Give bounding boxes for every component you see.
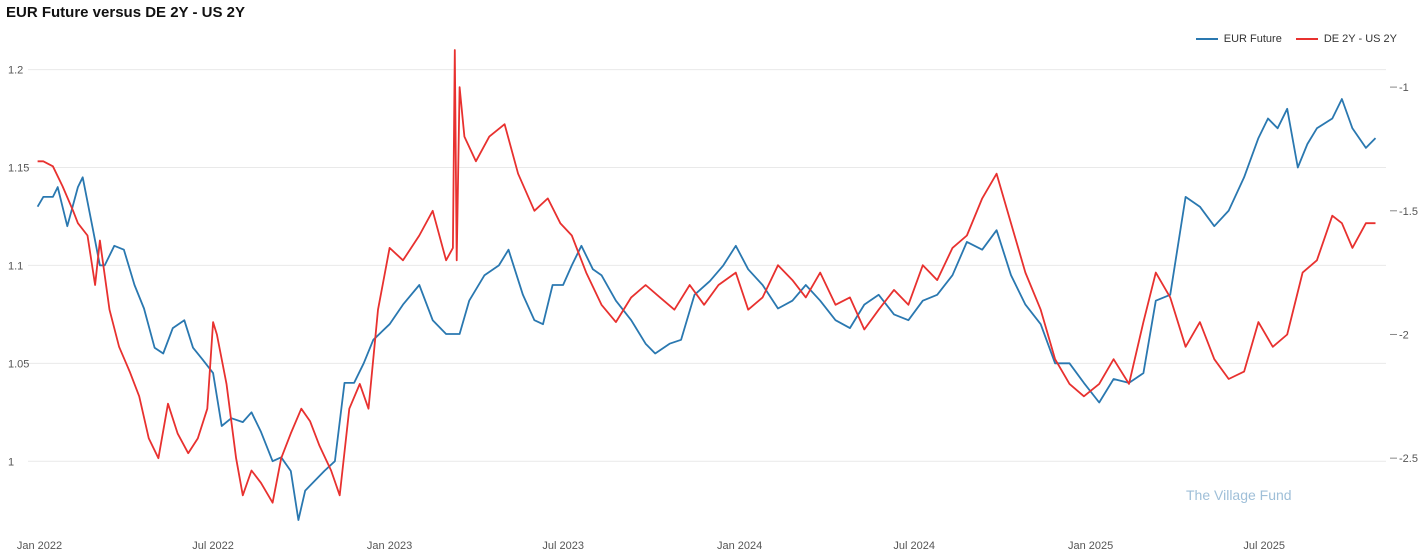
watermark: The Village Fund <box>1186 487 1292 503</box>
left-tick-label: 1.1 <box>8 260 23 272</box>
chart-legend: EUR Future DE 2Y - US 2Y <box>1195 33 1397 45</box>
legend-swatch-de-us-spread <box>1295 38 1318 40</box>
legend-swatch-eur-future <box>1195 38 1218 40</box>
left-axis-ticks: 1 1.05 1.1 1.15 1.2 <box>8 65 29 469</box>
x-tick-label: Jul 2023 <box>542 540 584 552</box>
x-tick-label: Jan 2023 <box>367 540 412 552</box>
x-tick-label: Jan 2024 <box>717 540 762 552</box>
x-axis-ticks: Jan 2022 Jul 2022 Jan 2023 Jul 2023 Jan 2024… <box>17 540 1285 552</box>
right-tick-label: -2.5 <box>1399 453 1418 465</box>
x-tick-label: Jan 2025 <box>1068 540 1113 552</box>
right-tick-label: -1.5 <box>1399 206 1418 218</box>
x-tick-label: Jul 2022 <box>192 540 234 552</box>
legend-label-eur-future: EUR Future <box>1223 33 1282 45</box>
right-tick-label: -1 <box>1399 82 1409 94</box>
x-tick-label: Jan 2022 <box>17 540 62 552</box>
x-tick-label: Jul 2025 <box>1243 540 1285 552</box>
series-line-eur-future <box>36 98 1377 521</box>
left-tick-label: 1.05 <box>8 358 29 370</box>
left-tick-label: 1.2 <box>8 65 23 77</box>
legend-item-de-us-spread[interactable]: DE 2Y - US 2Y <box>1295 33 1397 45</box>
chart-title: EUR Future versus DE 2Y - US 2Y <box>6 4 245 21</box>
x-tick-label: Jul 2024 <box>893 540 935 552</box>
left-tick-label: 1 <box>8 456 14 468</box>
right-axis-ticks: -1 -1.5 -2 -2.5 <box>1390 82 1418 465</box>
left-tick-label: 1.15 <box>8 163 29 175</box>
series-lines <box>36 49 1377 521</box>
series-line-de-us-spread <box>37 49 1376 504</box>
grid-lines <box>28 69 1386 462</box>
legend-label-de-us-spread: DE 2Y - US 2Y <box>1323 33 1397 45</box>
right-tick-label: -2 <box>1399 329 1409 341</box>
legend-item-eur-future[interactable]: EUR Future <box>1195 33 1282 45</box>
